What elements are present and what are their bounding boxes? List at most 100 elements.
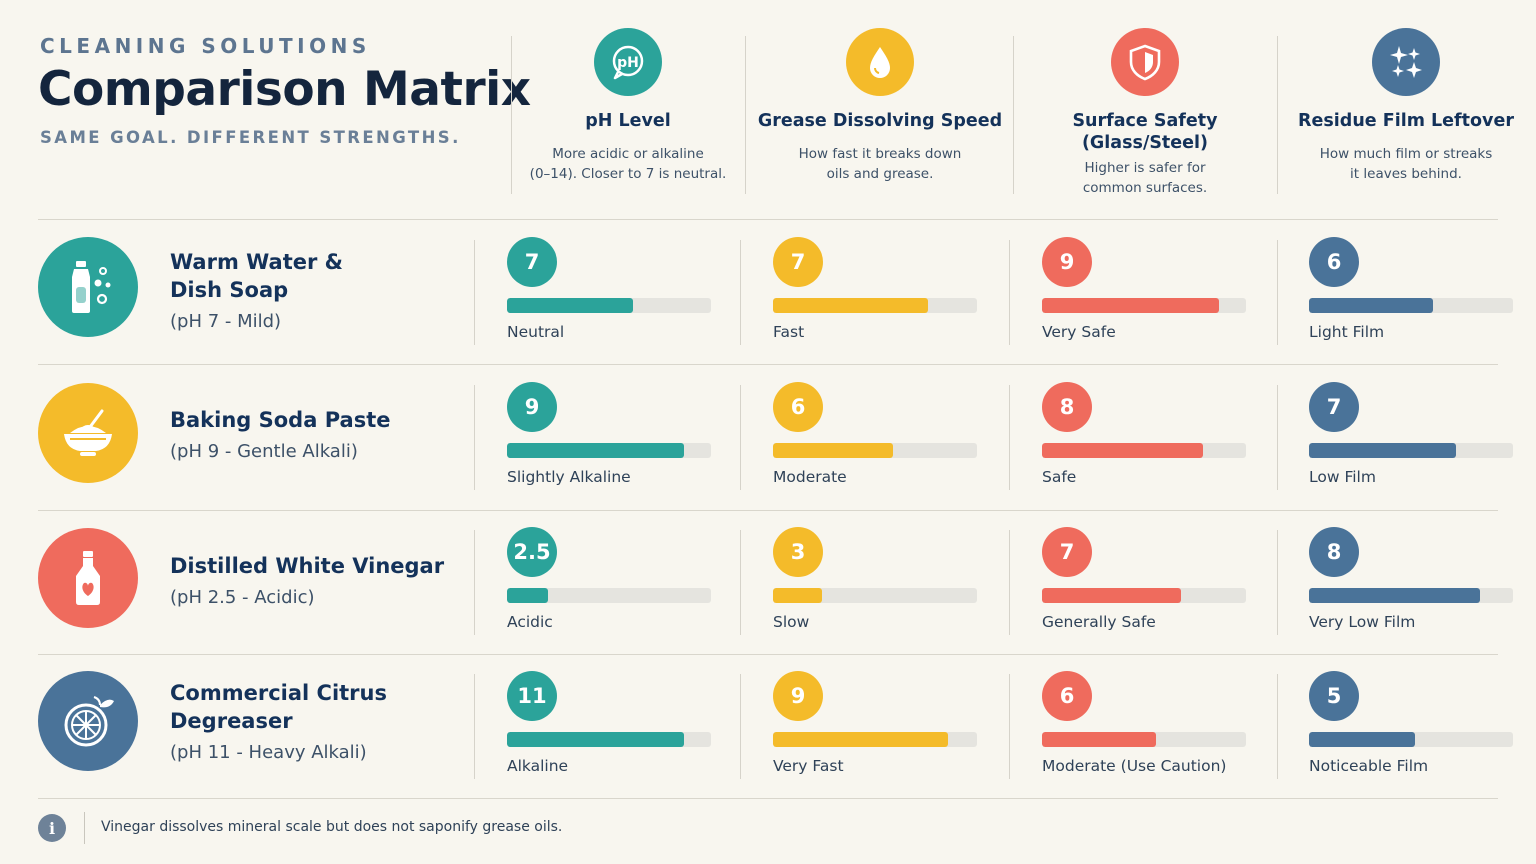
score-bar-fill <box>1309 732 1416 747</box>
score-bar-fill <box>773 732 949 747</box>
score-badge: 9 <box>507 382 557 432</box>
score-bar-fill <box>773 443 894 458</box>
column-header-ph: pH pH Level More acidic or alkaline (0–14… <box>498 28 758 184</box>
metric-cell-grease-speed: 9 Very Fast <box>773 671 977 775</box>
score-bar-fill <box>507 588 548 603</box>
metric-cell-ph-level: 11 Alkaline <box>507 671 711 775</box>
cell-divider <box>740 385 741 490</box>
score-label: Low Film <box>1309 468 1376 486</box>
score-bar-track <box>773 298 977 313</box>
score-bar-track <box>507 443 711 458</box>
cell-divider <box>740 674 741 779</box>
cell-divider <box>740 530 741 635</box>
row-title: Baking Soda Paste <box>170 408 391 432</box>
score-bar-track <box>1309 732 1513 747</box>
score-bar-track <box>507 732 711 747</box>
score-bar-track <box>1042 732 1246 747</box>
ph-bubble-icon: pH <box>594 28 662 96</box>
score-bar-fill <box>507 298 634 313</box>
row-ph-note: (pH 9 - Gentle Alkali) <box>170 441 358 462</box>
score-label: Fast <box>773 323 805 341</box>
score-bar-fill <box>1042 732 1157 747</box>
metric-cell-residue-film: 5 Noticeable Film <box>1309 671 1513 775</box>
row-ph-note: (pH 11 - Heavy Alkali) <box>170 742 367 763</box>
score-badge: 7 <box>1042 527 1092 577</box>
score-badge: 5 <box>1309 671 1359 721</box>
row-ph-note: (pH 7 - Mild) <box>170 311 282 332</box>
row-divider <box>38 219 1498 220</box>
score-bar-fill <box>773 298 929 313</box>
score-bar-track <box>1309 298 1513 313</box>
metric-cell-residue-film: 8 Very Low Film <box>1309 527 1513 631</box>
score-bar-track <box>507 588 711 603</box>
score-bar-track <box>773 732 977 747</box>
cell-divider <box>1009 240 1010 345</box>
metric-cell-surface-safety: 7 Generally Safe <box>1042 527 1246 631</box>
metric-cell-surface-safety: 9 Very Safe <box>1042 237 1246 341</box>
column-desc: More acidic or alkaline (0–14). Closer to… <box>529 146 727 182</box>
score-badge: 3 <box>773 527 823 577</box>
column-title: Grease Dissolving Speed <box>757 111 1003 131</box>
score-label: Moderate (Use Caution) <box>1042 757 1227 775</box>
score-badge: 6 <box>773 382 823 432</box>
paste-bowl-icon <box>38 383 138 483</box>
column-desc: Higher is safer for common surfaces. <box>1082 160 1208 196</box>
score-label: Light Film <box>1309 323 1385 341</box>
row-divider <box>38 798 1498 799</box>
score-bar-track <box>773 588 977 603</box>
column-divider <box>511 36 512 194</box>
svg-text:pH: pH <box>617 55 639 71</box>
info-icon: i <box>38 814 66 842</box>
score-bar-track <box>1309 588 1513 603</box>
cell-divider <box>1277 240 1278 345</box>
footer-divider <box>84 812 85 844</box>
score-badge: 9 <box>1042 237 1092 287</box>
cell-divider <box>1277 530 1278 635</box>
column-header-residue: Residue Film Leftover How much film or s… <box>1276 28 1536 184</box>
column-divider <box>745 36 746 194</box>
score-bar-track <box>507 298 711 313</box>
column-title: pH Level <box>585 111 671 131</box>
score-label: Slightly Alkaline <box>507 468 631 486</box>
score-label: Generally Safe <box>1042 613 1156 631</box>
metric-cell-grease-speed: 6 Moderate <box>773 382 977 486</box>
metric-cell-surface-safety: 6 Moderate (Use Caution) <box>1042 671 1246 775</box>
column-desc: How fast it breaks down oils and grease. <box>798 146 962 182</box>
score-label: Neutral <box>507 323 565 341</box>
cell-divider <box>474 385 475 490</box>
row-title: Commercial Citrus Degreaser <box>170 681 387 733</box>
score-badge: 7 <box>507 237 557 287</box>
score-badge: 6 <box>1042 671 1092 721</box>
row-divider <box>38 510 1498 511</box>
score-bar-fill <box>1309 588 1481 603</box>
column-divider <box>1277 36 1278 194</box>
score-bar-fill <box>1309 443 1456 458</box>
droplet-icon <box>846 28 914 96</box>
row-ph-note: (pH 2.5 - Acidic) <box>170 587 315 608</box>
score-label: Moderate <box>773 468 847 486</box>
column-header-safety: Surface Safety (Glass/Steel) Higher is sa… <box>1015 28 1275 198</box>
cell-divider <box>1009 674 1010 779</box>
citrus-slice-icon <box>38 671 138 771</box>
score-badge: 8 <box>1042 382 1092 432</box>
score-label: Noticeable Film <box>1309 757 1429 775</box>
score-badge: 7 <box>1309 382 1359 432</box>
column-title: Residue Film Leftover <box>1298 111 1514 131</box>
column-title: Surface Safety (Glass/Steel) <box>1072 111 1218 153</box>
metric-cell-residue-film: 6 Light Film <box>1309 237 1513 341</box>
metric-cell-residue-film: 7 Low Film <box>1309 382 1513 486</box>
cell-divider <box>474 674 475 779</box>
score-bar-fill <box>773 588 822 603</box>
score-badge: 8 <box>1309 527 1359 577</box>
footer-note: Vinegar dissolves mineral scale but does… <box>101 819 563 835</box>
page-subtitle: SAME GOAL. DIFFERENT STRENGTHS. <box>40 128 461 147</box>
row-title: Distilled White Vinegar <box>170 554 445 578</box>
row-divider <box>38 364 1498 365</box>
metric-cell-grease-speed: 3 Slow <box>773 527 977 631</box>
score-label: Safe <box>1042 468 1077 486</box>
column-divider <box>1013 36 1014 194</box>
page-title: Comparison Matrix <box>38 62 531 117</box>
cell-divider <box>1277 385 1278 490</box>
metric-cell-surface-safety: 8 Safe <box>1042 382 1246 486</box>
cell-divider <box>1277 674 1278 779</box>
